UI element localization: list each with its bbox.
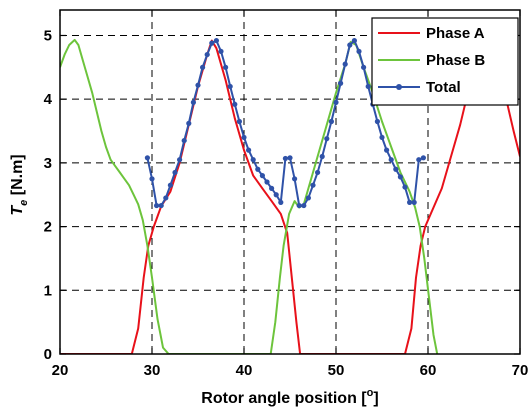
data-point-total [282, 155, 288, 162]
data-point-total [213, 37, 219, 44]
data-point-total [397, 174, 403, 180]
data-point-total [393, 166, 399, 172]
y-tick-label: 0 [44, 346, 52, 363]
data-point-total [227, 83, 233, 90]
x-tick-label: 60 [420, 362, 437, 379]
plot-frame [59, 9, 521, 355]
x-tick-label: 30 [144, 362, 161, 379]
x-tick-label: 70 [512, 362, 529, 379]
y-tick-label: 4 [44, 91, 53, 108]
data-point-total [292, 176, 298, 182]
data-point-total [416, 157, 422, 163]
data-point-total [218, 48, 224, 55]
data-point-total [351, 37, 357, 44]
data-point-total [319, 153, 325, 160]
x-tick-label: 20 [52, 362, 69, 379]
data-point-total [365, 83, 371, 90]
y-axis-title: Te [N.m] [9, 154, 30, 215]
x-tick-label: 50 [328, 362, 345, 379]
data-point-total [402, 184, 408, 190]
x-tick-label: 40 [236, 362, 253, 379]
data-point-total [144, 155, 150, 161]
data-point-total [296, 202, 302, 209]
y-tick-label: 2 [44, 219, 52, 236]
data-point-total [264, 179, 270, 185]
legend-label-phase-a: Phase A [426, 25, 485, 42]
data-point-total [190, 99, 196, 105]
data-point-total [269, 185, 275, 191]
legend: Phase A Phase B Total [371, 17, 519, 106]
data-point-total [420, 155, 426, 161]
x-axis-title: Rotor angle position [o] [201, 387, 378, 407]
data-point-total [361, 64, 367, 70]
data-point-total [163, 195, 169, 201]
data-point-total [241, 134, 247, 141]
data-point-total [347, 42, 353, 48]
data-point-total [324, 136, 330, 142]
data-point-total [181, 137, 187, 144]
data-point-total [246, 147, 252, 153]
data-point-total [209, 40, 215, 46]
data-point-total [388, 157, 394, 163]
legend-marker-total [396, 84, 402, 90]
data-point-total [374, 118, 380, 125]
data-point-total [223, 64, 229, 70]
data-point-total [379, 134, 385, 141]
data-point-total [333, 99, 339, 105]
data-point-total [315, 169, 321, 176]
data-point-total [236, 118, 242, 125]
data-point-total [278, 199, 284, 205]
data-point-total [158, 202, 164, 209]
data-point-total [356, 48, 362, 55]
data-point-total [177, 157, 183, 163]
data-point-total [232, 101, 238, 107]
data-point-total [328, 118, 334, 125]
data-point-total [411, 199, 417, 205]
data-point-total [167, 182, 173, 188]
y-tick-label: 5 [44, 27, 52, 44]
data-point-total [195, 82, 201, 88]
data-point-total [204, 51, 210, 58]
data-point-total [342, 61, 348, 67]
data-point-total [305, 195, 311, 201]
data-point-total [338, 80, 344, 86]
data-point-total [287, 155, 293, 161]
data-point-total [186, 120, 192, 126]
data-point-total [154, 202, 160, 209]
legend-label-phase-b: Phase B [426, 52, 485, 69]
series-layer [60, 37, 520, 354]
series-line-phase-b [60, 38, 439, 354]
data-point-total [384, 147, 390, 153]
data-point-total [200, 64, 206, 70]
data-point-total [301, 202, 307, 209]
data-point-total [172, 169, 178, 176]
data-point-total [149, 176, 155, 182]
data-point-total [310, 182, 316, 188]
legend-label-total: Total [426, 79, 461, 96]
data-point-total [407, 199, 413, 205]
data-point-total [259, 173, 265, 179]
y-tick-label: 3 [44, 155, 52, 172]
data-point-total [250, 157, 256, 163]
data-point-total [255, 166, 261, 172]
tick-labels: 20 30 40 50 60 70 0 1 2 3 4 5 [44, 27, 529, 379]
y-tick-label: 1 [44, 282, 52, 299]
grid-lines [60, 10, 520, 354]
data-point-total [273, 192, 279, 198]
